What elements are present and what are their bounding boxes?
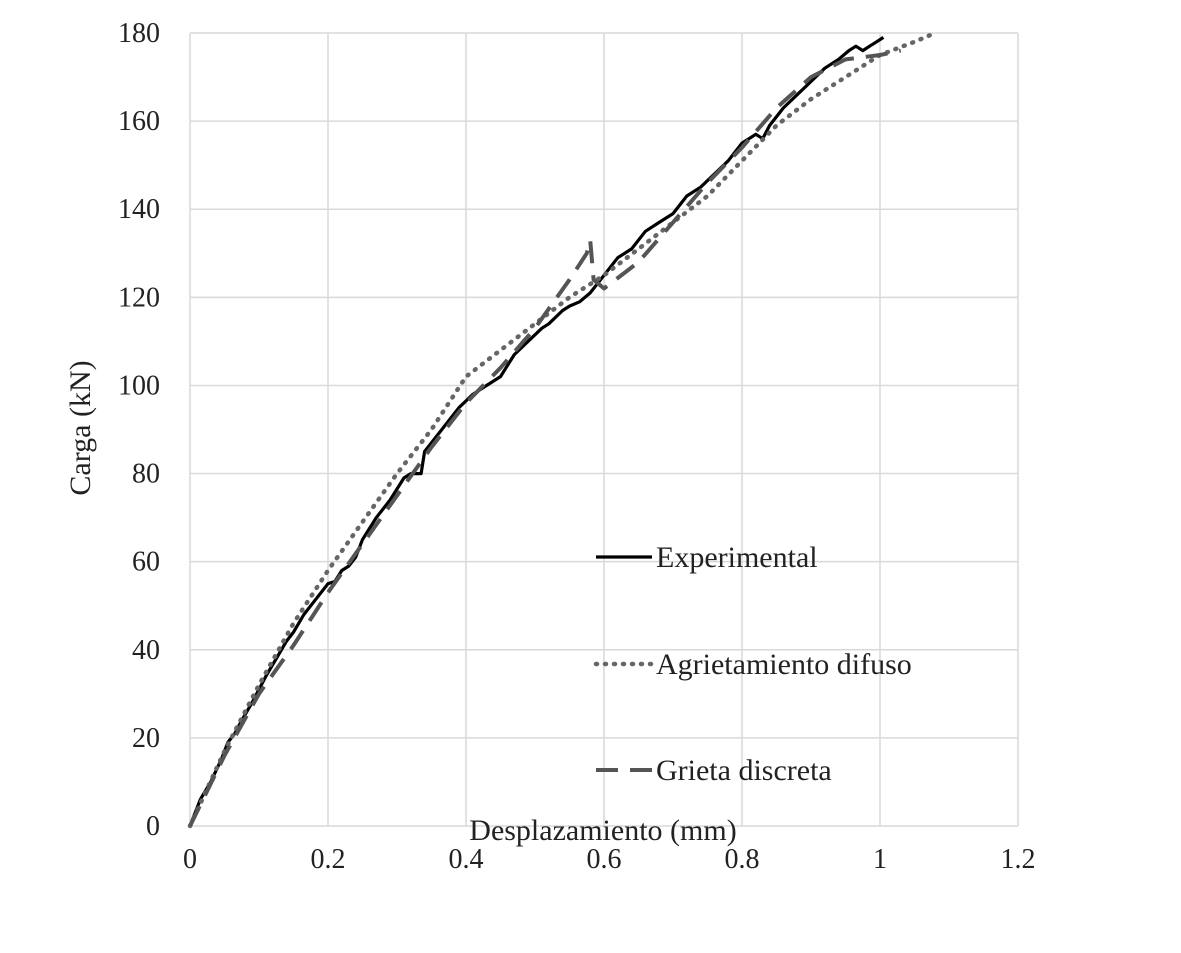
y-tick-label: 120 (118, 282, 160, 313)
y-tick-label: 160 (118, 106, 160, 137)
x-tick-label: 0 (183, 844, 197, 875)
x-tick-label: 0.4 (449, 844, 484, 875)
series-lines (187, 30, 938, 829)
x-tick-label: 1 (873, 844, 887, 875)
legend-label: Experimental (656, 541, 818, 574)
x-tick-label: 0.6 (587, 844, 622, 875)
y-axis-title: Carga (kN) (64, 360, 97, 495)
y-tick-label: 180 (118, 18, 160, 49)
y-tick-label: 80 (132, 459, 160, 490)
y-tick-label: 0 (146, 811, 160, 842)
series-line-agrietamiento-difuso (187, 30, 938, 829)
x-tick-label: 0.8 (725, 844, 760, 875)
y-tick-label: 60 (132, 547, 160, 578)
y-tick-label: 40 (132, 635, 160, 666)
x-tick-label: 1.2 (1001, 844, 1036, 875)
y-tick-label: 20 (132, 723, 160, 754)
x-axis-title: Desplazamiento (mm) (469, 814, 736, 847)
y-tick-label: 100 (118, 370, 160, 401)
y-tick-label: 140 (118, 194, 160, 225)
tick-labels: 0 0.2 0.4 0.6 0.8 1 1.2 0 20 40 60 80 100 120 140 160 18… (118, 18, 1036, 875)
series-line-experimental (188, 36, 885, 827)
x-tick-label: 0.2 (311, 844, 346, 875)
series-line-grieta-discreta (188, 48, 902, 827)
grid (189, 32, 1019, 827)
legend-label: Agrietamiento difuso (656, 648, 912, 681)
legend-label: Grieta discreta (656, 754, 832, 787)
legend: Experimental Agrietamiento difuso Grieta d… (593, 541, 912, 787)
